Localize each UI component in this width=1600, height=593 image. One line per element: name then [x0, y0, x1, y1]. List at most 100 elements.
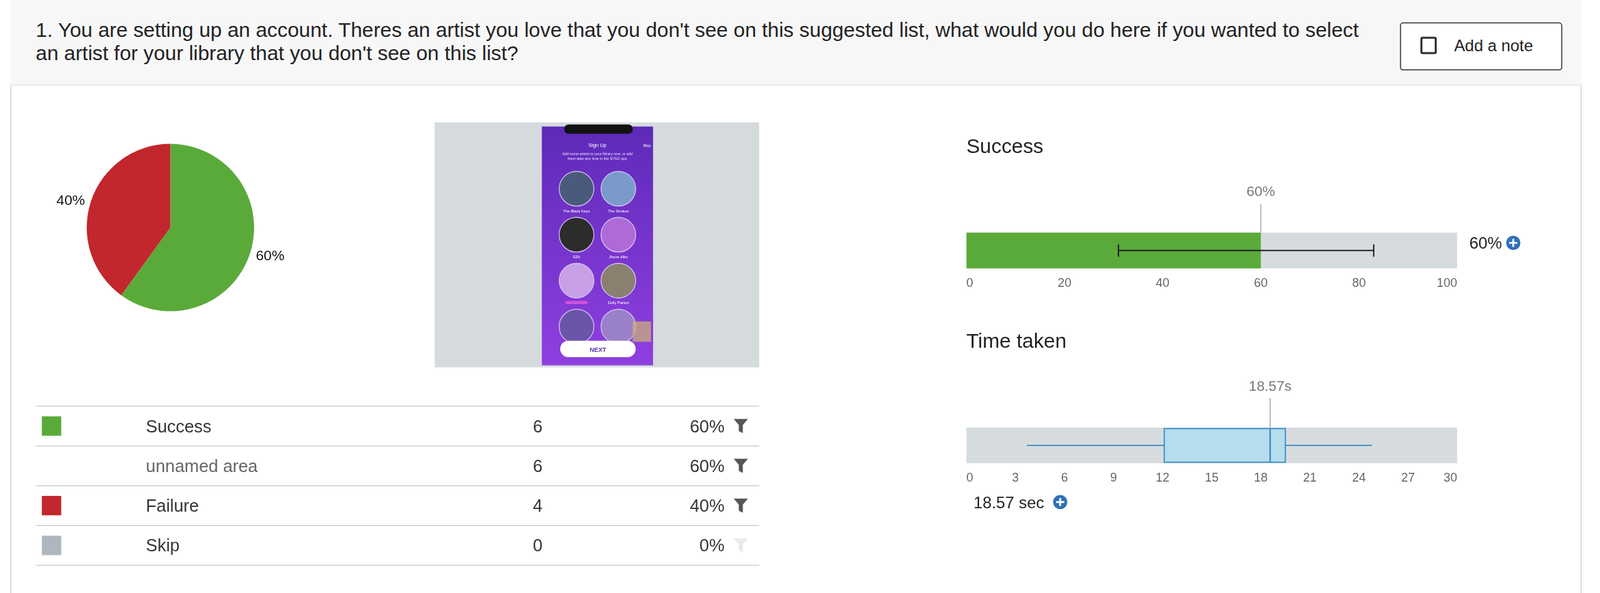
tick-label: 18: [1254, 470, 1268, 485]
error-bar: [1118, 244, 1374, 257]
pie-label: 40%: [56, 191, 86, 208]
legend-swatch: [41, 535, 61, 555]
legend-swatch: [41, 495, 61, 516]
value-pointer: [1269, 398, 1271, 428]
row-count: 0: [532, 535, 543, 555]
artist-image: [559, 171, 595, 207]
artist-name: Jhene Aiko: [608, 254, 628, 259]
artist-name-blur: [564, 301, 588, 305]
artist-name: The Black Keys: [562, 209, 590, 214]
plot-area: [966, 232, 1374, 269]
filter-icon[interactable]: [733, 538, 749, 553]
tick-label: 12: [1155, 470, 1170, 485]
row-count: 6: [532, 416, 543, 436]
add-note-button[interactable]: Add a note: [1399, 22, 1562, 71]
tick-label: 60: [1254, 276, 1268, 290]
thumbnail-bg: [434, 122, 760, 367]
expand-plus: [1056, 498, 1065, 507]
filter-icon[interactable]: [733, 498, 749, 514]
panel-frame: [10, 0, 1582, 593]
screen-skip: Skip: [642, 143, 652, 148]
dashboard: 1. You are setting up an account. Theres…: [0, 0, 1600, 593]
floating-thumb: [632, 321, 652, 342]
phone-screen: [541, 126, 654, 366]
plot-track: [966, 232, 1457, 269]
button-label[interactable]: Add a note: [1453, 36, 1534, 56]
summary-value: 60%: [1469, 233, 1503, 253]
expand-plus: [1509, 239, 1518, 248]
artist-name: Dolly Parton: [608, 300, 630, 305]
row-count: 4: [532, 495, 543, 516]
screen-thumbnail: Sign Up Skip Add some artists to your libr…: [434, 122, 760, 367]
tick-label: 0: [966, 470, 973, 485]
row-count: 6: [532, 456, 543, 476]
row-percent: 0%: [699, 535, 725, 555]
box: [1164, 428, 1286, 462]
table-rule: [35, 445, 760, 447]
median-line: [1269, 428, 1271, 462]
pie-slice: [86, 144, 171, 296]
chart-title: Success: [966, 134, 1044, 158]
row-percent: 60%: [690, 456, 725, 476]
tick-label: 100: [1436, 276, 1458, 290]
filter-icon[interactable]: [733, 418, 749, 434]
expand-icon[interactable]: [1052, 494, 1068, 509]
plot-track: [966, 427, 1457, 464]
chart-title: Time taken: [966, 329, 1067, 352]
whisker-low: [1026, 444, 1165, 447]
row-percent: 60%: [690, 416, 725, 436]
row-label: Failure: [146, 495, 200, 516]
table-rule: [35, 524, 760, 526]
table-rule: [35, 485, 760, 486]
value-label: 60%: [1246, 183, 1276, 199]
pie: [86, 144, 255, 312]
tick-label: 6: [1060, 470, 1068, 485]
note-icon: [1420, 36, 1437, 54]
tick-label: 9: [1110, 470, 1117, 485]
summary-value: 18.57 sec: [973, 493, 1045, 512]
tick-label: 30: [1443, 470, 1458, 485]
filter-icon[interactable]: [733, 458, 749, 473]
artist-image: [559, 217, 595, 253]
artist-image: [601, 263, 637, 298]
tick-label: 15: [1205, 470, 1219, 485]
tick-label: 24: [1352, 470, 1366, 485]
pie-label: 60%: [255, 247, 285, 264]
artist-image: [601, 217, 637, 253]
artist-name: SZA: [572, 254, 581, 259]
question-text: 1. You are setting up an account. Theres…: [35, 18, 1375, 66]
next-label: NEXT: [589, 346, 606, 354]
tick-label: 40: [1155, 276, 1170, 290]
artist-name: The Strokes: [608, 209, 630, 214]
screen-title: Sign Up: [588, 142, 607, 149]
subtitle-line: Add some artists to your library now, or…: [562, 151, 633, 156]
subtitle-line: them later any time in the SYNC app: [567, 156, 628, 161]
whisker-high: [1285, 444, 1372, 447]
table-rule: [35, 564, 760, 566]
row-percent: 40%: [690, 495, 725, 516]
artist-image: [601, 171, 637, 207]
tick-label: 3: [1011, 470, 1019, 485]
results-table: Success 6 60% unnamed area 6 60% Failure 4 40% Sk…: [35, 405, 760, 565]
plot-area: [1026, 428, 1372, 462]
legend-swatch: [41, 416, 61, 436]
screen-subtitle: Add some artists to your library now, or…: [562, 151, 633, 161]
tick-label: 80: [1352, 276, 1366, 290]
median-label: 18.57s: [1248, 377, 1292, 394]
row-label: Success: [146, 416, 212, 436]
tick-label: 20: [1057, 276, 1072, 290]
next-button: [560, 340, 637, 358]
tick-label: 21: [1302, 470, 1317, 485]
expand-icon[interactable]: [1506, 235, 1521, 251]
value-pointer: [1260, 204, 1262, 233]
phone-notch: [564, 124, 633, 134]
artist-image: [559, 309, 595, 345]
row-label: unnamed area: [146, 456, 259, 476]
table-rule: [35, 405, 760, 407]
tick-label: 0: [966, 276, 973, 290]
artist-image: [601, 309, 637, 345]
row-label: Skip: [146, 535, 180, 555]
tick-label: 27: [1401, 470, 1415, 485]
artist-image: [559, 263, 595, 298]
charts: 60%40%Sign UpSkipAdd some artists to you…: [0, 0, 1600, 593]
